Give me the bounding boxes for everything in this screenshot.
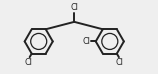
Text: Cl: Cl [25,58,33,67]
Text: Cl: Cl [70,3,78,12]
Text: Cl: Cl [83,37,91,46]
Text: Cl: Cl [116,58,124,67]
